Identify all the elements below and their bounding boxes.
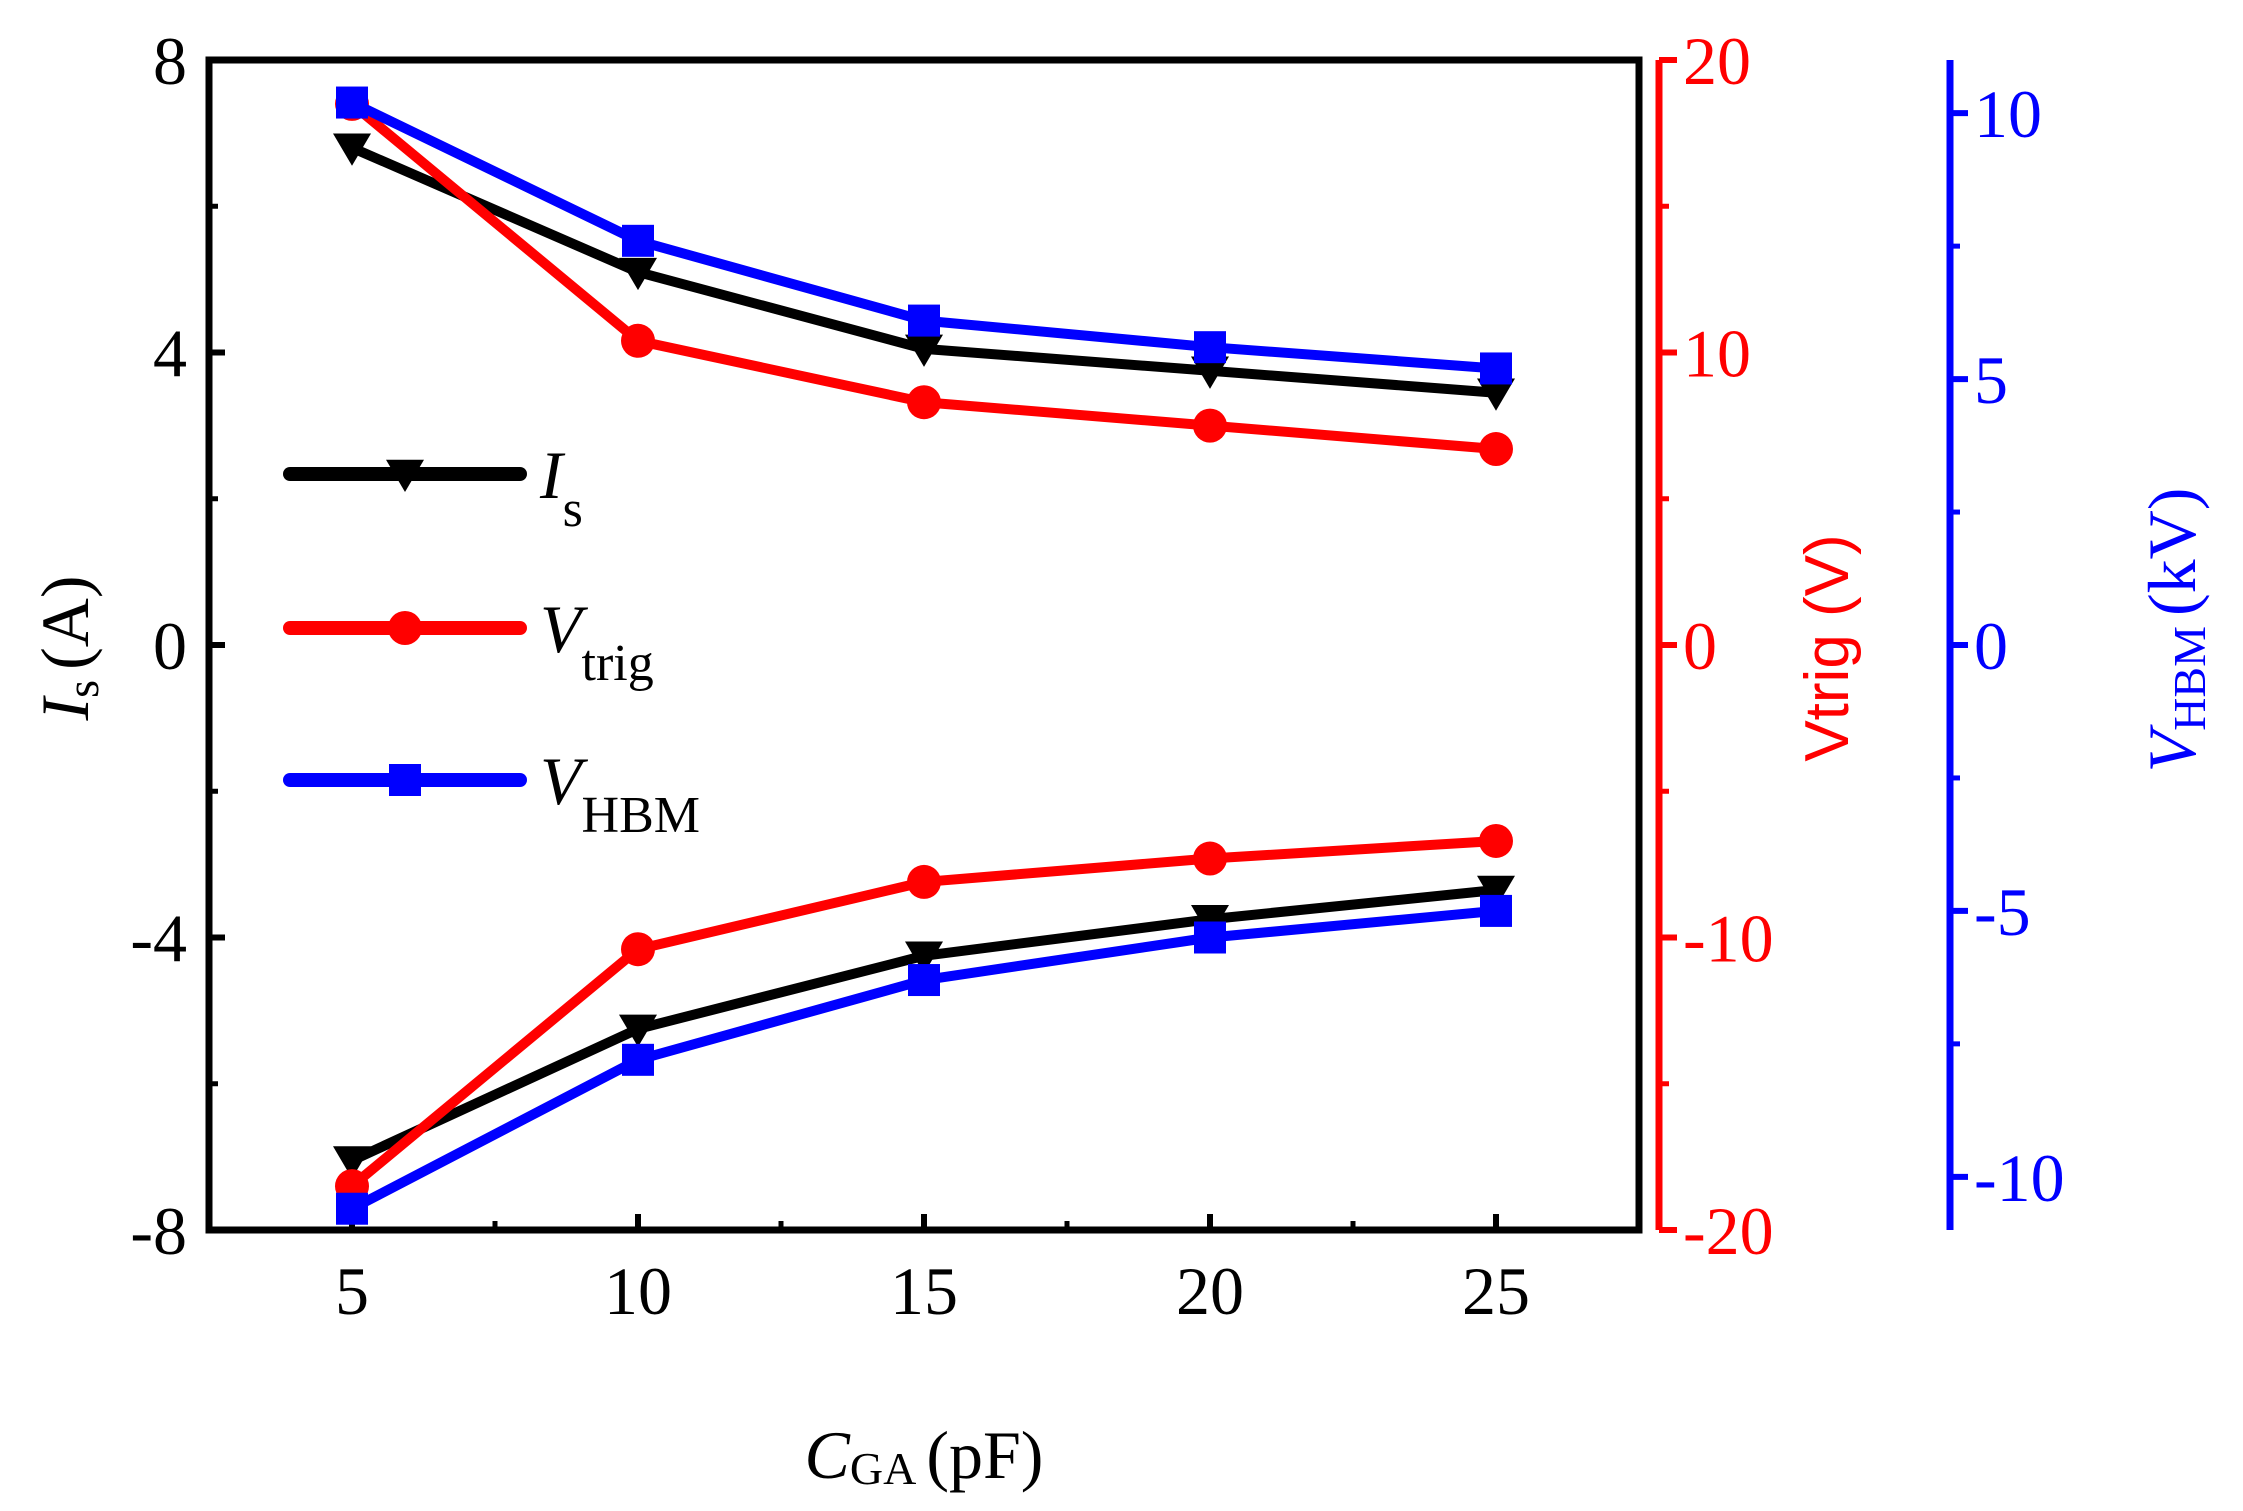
vtrig-tick-label: 0 xyxy=(1683,608,1717,684)
legend: Is Vtrig VHBM xyxy=(283,437,700,844)
data-point-is-positive xyxy=(905,334,943,367)
data-point-is-positive xyxy=(333,133,371,166)
left-axis-title: Is (A) xyxy=(27,576,108,722)
data-point-vhbm-negative xyxy=(1194,921,1226,954)
right-axis-vhbm: 10 5 0 -5 -10 xyxy=(1946,60,2065,1230)
legend-marker-vhbm xyxy=(389,764,421,796)
data-point-vhbm-negative xyxy=(1480,894,1512,927)
x-tick-label: 10 xyxy=(604,1253,672,1329)
data-point-is-positive xyxy=(1477,378,1515,411)
vtrig-tick-label: -20 xyxy=(1683,1193,1774,1269)
vtrig-tick-label: 10 xyxy=(1683,316,1751,392)
data-point-vhbm-negative xyxy=(336,1192,368,1225)
x-axis: 5 10 15 20 25 xyxy=(335,1214,1530,1329)
vtrig-tick-label: 20 xyxy=(1683,23,1751,99)
data-point-vhbm-positive xyxy=(1480,352,1512,385)
left-axis-title-sub: s xyxy=(57,680,108,698)
series-layer xyxy=(333,86,1515,1225)
data-point-vtrig-positive xyxy=(1193,408,1227,443)
left-tick-label: -4 xyxy=(130,901,187,977)
data-point-vhbm-positive xyxy=(336,86,368,119)
vtrig-tick-label: -10 xyxy=(1683,901,1774,977)
right-axis-vtrig: 20 10 0 -10 -20 xyxy=(1655,23,1774,1269)
right-axis-vhbm-title-main: V xyxy=(2134,723,2210,772)
left-tick-label: 8 xyxy=(153,23,187,99)
right-axis-vhbm-title-unit: (kV) xyxy=(2134,488,2210,616)
data-point-is-negative xyxy=(1191,904,1229,938)
data-point-vtrig-positive xyxy=(907,385,941,420)
legend-label-is: Is xyxy=(539,437,583,538)
vhbm-tick-label: 10 xyxy=(1974,76,2042,152)
left-axis-title-main: I xyxy=(27,694,103,721)
data-point-vhbm-positive xyxy=(908,304,940,337)
data-point-vhbm-positive xyxy=(1194,331,1226,364)
data-point-vtrig-negative xyxy=(1193,841,1227,876)
left-tick-label: 0 xyxy=(153,608,187,684)
data-point-vhbm-positive xyxy=(622,224,654,257)
data-point-is-negative xyxy=(619,1014,657,1047)
vhbm-tick-label: 0 xyxy=(1974,608,2008,684)
legend-label-vtrig: Vtrig xyxy=(540,591,654,692)
data-point-vhbm-negative xyxy=(908,964,940,997)
left-tick-label: 4 xyxy=(153,316,187,392)
data-point-is-negative xyxy=(1477,875,1515,909)
x-axis-title: CGA (pF) xyxy=(805,1417,1044,1494)
x-axis-title-sub: GA xyxy=(850,1443,916,1494)
x-axis-title-main: C xyxy=(805,1417,851,1493)
x-tick-label: 5 xyxy=(335,1253,369,1329)
data-point-is-positive xyxy=(619,257,657,291)
legend-label-vhbm: VHBM xyxy=(540,743,700,844)
data-point-vtrig-positive xyxy=(621,323,655,358)
vhbm-tick-label: 5 xyxy=(1974,342,2008,418)
data-point-is-negative xyxy=(333,1146,371,1179)
vhbm-tick-label: -10 xyxy=(1974,1140,2065,1216)
data-point-vhbm-negative xyxy=(622,1043,654,1076)
data-point-vtrig-positive xyxy=(1479,432,1513,467)
left-tick-label: -8 xyxy=(130,1193,187,1269)
right-axis-vhbm-title-sub: HBM xyxy=(2164,626,2215,731)
legend-marker-vtrig xyxy=(388,611,422,645)
left-axis: 8 4 0 -4 -8 xyxy=(130,23,225,1269)
legend-marker-is xyxy=(386,459,424,493)
x-tick-label: 25 xyxy=(1462,1253,1530,1329)
right-axis-vtrig-title: Vtrig (V) xyxy=(1793,534,1862,761)
data-point-vtrig-negative xyxy=(621,932,655,967)
data-point-vtrig-negative xyxy=(1479,823,1513,858)
x-tick-label: 20 xyxy=(1176,1253,1244,1329)
left-axis-title-unit: (A) xyxy=(27,576,103,670)
right-axis-vhbm-title: VHBM (kV) xyxy=(2134,488,2215,773)
data-point-vtrig-negative xyxy=(907,864,941,899)
data-point-is-negative xyxy=(905,941,943,974)
vhbm-tick-label: -5 xyxy=(1974,874,2031,950)
data-point-is-positive xyxy=(1191,356,1229,389)
x-tick-label: 15 xyxy=(890,1253,958,1329)
x-axis-title-unit: (pF) xyxy=(926,1417,1043,1493)
